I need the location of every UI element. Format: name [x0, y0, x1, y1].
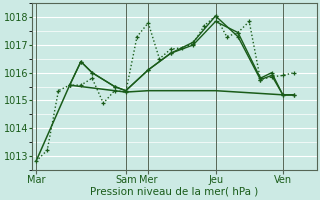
X-axis label: Pression niveau de la mer( hPa ): Pression niveau de la mer( hPa ) — [90, 187, 259, 197]
